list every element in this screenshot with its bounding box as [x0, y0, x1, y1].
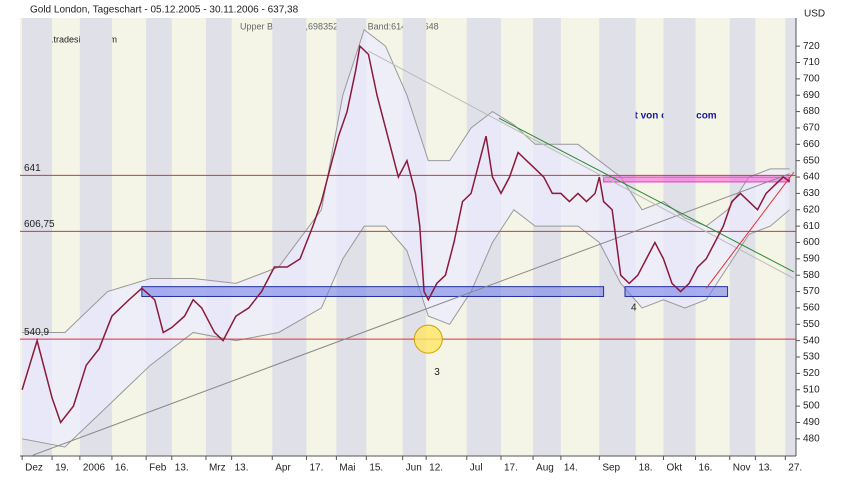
trendline	[498, 117, 795, 273]
chart-title: Gold London, Tageschart - 05.12.2005 - 3…	[30, 5, 299, 16]
x-tick-label: Jul	[470, 463, 483, 474]
y-tick-label: 550	[803, 319, 820, 330]
y-tick-label: 480	[803, 433, 820, 444]
x-tick-label: 14.	[564, 463, 578, 474]
x-tick-label: 16.	[699, 463, 713, 474]
x-tick-label: Dez	[25, 463, 43, 474]
level-label: 606,75	[24, 219, 55, 230]
x-tick-label: 19.	[55, 463, 69, 474]
y-tick-label: 590	[803, 253, 820, 264]
level-label: 540,9	[24, 327, 49, 338]
x-tick-label: 17.	[504, 463, 518, 474]
y-tick-label: 680	[803, 106, 820, 117]
trendline	[32, 173, 790, 456]
x-tick-label: Mai	[339, 463, 355, 474]
stripe	[146, 18, 172, 456]
x-tick-label: Feb	[149, 463, 167, 474]
trendline	[705, 171, 795, 289]
x-tick-label: 16.	[115, 463, 129, 474]
x-tick-label: Apr	[275, 463, 291, 474]
y-tick-label: 490	[803, 417, 820, 428]
level-label: 641	[24, 163, 41, 174]
y-tick-label: 540	[803, 335, 820, 346]
x-tick-label: 18.	[639, 463, 653, 474]
y-tick-label: 580	[803, 270, 820, 281]
y-tick-label: 600	[803, 237, 820, 248]
x-tick-label: Mrz	[209, 463, 226, 474]
x-tick-label: 12.	[429, 463, 443, 474]
x-tick-label: Okt	[666, 463, 682, 474]
band-upper	[22, 28, 790, 333]
y-tick-label: 530	[803, 352, 820, 363]
marker	[413, 324, 443, 354]
y-tick-label: 690	[803, 90, 820, 101]
y-tick-label: 500	[803, 401, 820, 412]
y-tick-label: 510	[803, 384, 820, 395]
stripe	[533, 18, 561, 456]
zone	[603, 176, 791, 183]
x-tick-label: 27.	[788, 463, 802, 474]
point-label: 3	[434, 367, 440, 378]
y-axis-label: USD	[804, 9, 825, 20]
x-tick-label: 17.	[309, 463, 323, 474]
y-tick-label: 670	[803, 123, 820, 134]
band-area	[22, 29, 790, 448]
y-tick-label: 700	[803, 74, 820, 85]
x-tick-label: 13.	[235, 463, 249, 474]
x-tick-label: 15.	[369, 463, 383, 474]
annotation: erstellt von oegeat.com	[605, 111, 717, 122]
trendline	[368, 50, 795, 279]
x-tick-label: Sep	[602, 463, 620, 474]
source: www.tradesignal.com	[31, 34, 117, 44]
stripe	[785, 18, 796, 456]
y-tick-label: 660	[803, 139, 820, 150]
y-tick-label: 570	[803, 286, 820, 297]
stripe	[205, 18, 232, 456]
y-tick-label: 610	[803, 221, 820, 232]
y-tick-label: 560	[803, 303, 820, 314]
x-tick-label: Nov	[733, 463, 751, 474]
y-tick-label: 720	[803, 41, 820, 52]
y-tick-label: 520	[803, 368, 820, 379]
x-tick-label: Aug	[536, 463, 554, 474]
y-tick-label: 650	[803, 155, 820, 166]
x-tick-label: 13.	[758, 463, 772, 474]
point-label: 4	[631, 303, 637, 314]
zone	[141, 286, 605, 297]
y-tick-label: 640	[803, 172, 820, 183]
x-tick-label: 13.	[175, 463, 189, 474]
y-tick-label: 620	[803, 204, 820, 215]
price-line	[21, 44, 791, 425]
y-tick-label: 710	[803, 57, 820, 68]
y-tick-label: 630	[803, 188, 820, 199]
x-tick-label: 2006	[83, 463, 106, 474]
x-tick-label: Jun	[406, 463, 422, 474]
